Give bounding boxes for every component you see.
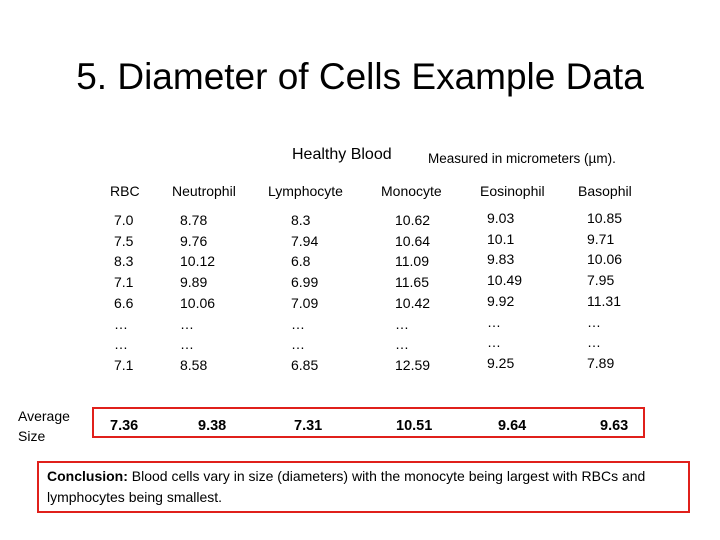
conclusion-label: Conclusion: [47,468,128,484]
value-cell: … [587,334,601,351]
value-cell: 7.0 [114,212,134,228]
value-cell: 9.03 [487,210,515,226]
average-basophil: 9.63 [600,418,629,434]
value-cell: 11.31 [587,292,621,309]
column-values-eosinophil: 9.03 10.1 9.83 10.49 9.92 … … 9.25 [487,208,522,374]
average-monocyte: 10.51 [396,418,433,434]
value-cell: 8.78 [180,212,208,228]
value-cell: … [291,315,305,332]
value-cell: 9.89 [180,274,208,291]
value-cell: 10.42 [395,294,431,311]
value-cell: 10.1 [487,230,515,247]
column-header-monocyte: Monocyte [381,183,442,199]
column-header-lymphocyte: Lymphocyte [268,183,343,199]
value-cell: … [587,313,601,330]
value-cell: 11.09 [395,253,429,270]
value-cell: 6.6 [114,294,134,311]
value-cell: 8.3 [114,253,134,270]
column-header-rbc: RBC [110,183,140,199]
value-cell: 9.76 [180,232,208,249]
value-cell: 10.62 [395,212,431,228]
page-title: 5. Diameter of Cells Example Data [76,56,644,97]
value-cell: 10.06 [587,251,623,268]
average-eosinophil: 9.64 [498,418,527,434]
value-cell: 10.12 [180,253,216,270]
value-cell: 6.8 [291,253,311,270]
value-cell: 10.85 [587,210,623,226]
average-size-text: Average Size [18,408,70,444]
units-note: Measured in micrometers (µm). [428,151,616,166]
value-cell: 7.95 [587,272,615,289]
value-cell: 10.64 [395,232,431,249]
value-cell: 7.5 [114,232,134,249]
value-cell: … [395,336,409,353]
value-cell: … [291,336,305,353]
value-cell: … [395,315,409,332]
value-cell: … [180,336,194,353]
value-cell: 9.25 [487,354,515,371]
value-cell: … [114,315,128,332]
value-cell: … [180,315,194,332]
value-cell: … [487,334,501,351]
value-cell: 10.06 [180,294,216,311]
average-lymphocyte: 7.31 [294,418,323,434]
value-cell: 7.94 [291,232,319,249]
average-highlight-box [92,407,645,438]
value-cell: 9.92 [487,292,515,309]
column-header-basophil: Basophil [578,183,632,199]
value-cell: 9.83 [487,251,515,268]
value-cell: 7.1 [114,274,134,291]
column-values-neutrophil: 8.78 9.76 10.12 9.89 10.06 … … 8.58 [180,210,215,376]
value-cell: 7.1 [114,356,134,373]
value-cell: 6.85 [291,356,319,373]
value-cell: 12.59 [395,356,431,373]
average-neutrophil: 9.38 [198,418,227,434]
column-values-lymphocyte: 8.3 7.94 6.8 6.99 7.09 … … 6.85 [291,210,318,376]
value-cell: 8.58 [180,356,208,373]
value-cell: 7.89 [587,354,615,371]
value-cell: 6.99 [291,274,319,291]
table-subtitle: Healthy Blood [292,146,392,163]
column-values-monocyte: 10.62 10.64 11.09 11.65 10.42 … … 12.59 [395,210,430,376]
column-values-basophil: 10.85 9.71 10.06 7.95 11.31 … … 7.89 [587,208,622,374]
conclusion-box: Conclusion: Blood cells vary in size (di… [37,461,690,513]
column-header-neutrophil: Neutrophil [172,183,236,199]
value-cell: 11.65 [395,274,429,291]
conclusion-text: Blood cells vary in size (diameters) wit… [47,468,646,505]
column-values-rbc: 7.0 7.5 8.3 7.1 6.6 … … 7.1 [114,210,133,376]
column-header-eosinophil: Eosinophil [480,183,545,199]
value-cell: 9.71 [587,230,615,247]
average-size-label: Average Size [18,406,82,446]
value-cell: … [487,313,501,330]
average-rbc: 7.36 [110,418,139,434]
value-cell: 8.3 [291,212,311,228]
value-cell: … [114,336,128,353]
value-cell: 10.49 [487,272,523,289]
value-cell: 7.09 [291,294,319,311]
